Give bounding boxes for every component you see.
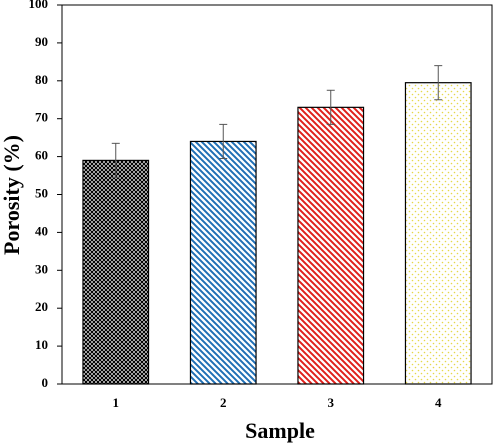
x-tick-label: 1 [113, 395, 120, 410]
y-tick-label: 0 [42, 375, 49, 390]
y-tick-label: 100 [29, 0, 49, 11]
y-tick-label: 50 [35, 185, 48, 200]
y-tick-label: 90 [35, 34, 48, 49]
y-tick-label: 40 [35, 223, 48, 238]
y-axis-title: Porosity (%) [0, 135, 24, 255]
y-tick-label: 60 [35, 148, 48, 163]
y-tick-label: 80 [35, 72, 48, 87]
bar [404, 82, 472, 385]
bar [82, 159, 150, 385]
y-tick-label: 70 [35, 110, 48, 125]
x-axis-title: Sample [245, 418, 315, 443]
x-tick-label: 4 [435, 395, 442, 410]
bar [297, 106, 365, 385]
y-tick-label: 30 [35, 261, 48, 276]
bar [189, 140, 257, 385]
x-tick-label: 3 [328, 395, 335, 410]
y-tick-label: 20 [35, 299, 48, 314]
y-tick-label: 10 [35, 337, 48, 352]
x-tick-label: 2 [220, 395, 227, 410]
